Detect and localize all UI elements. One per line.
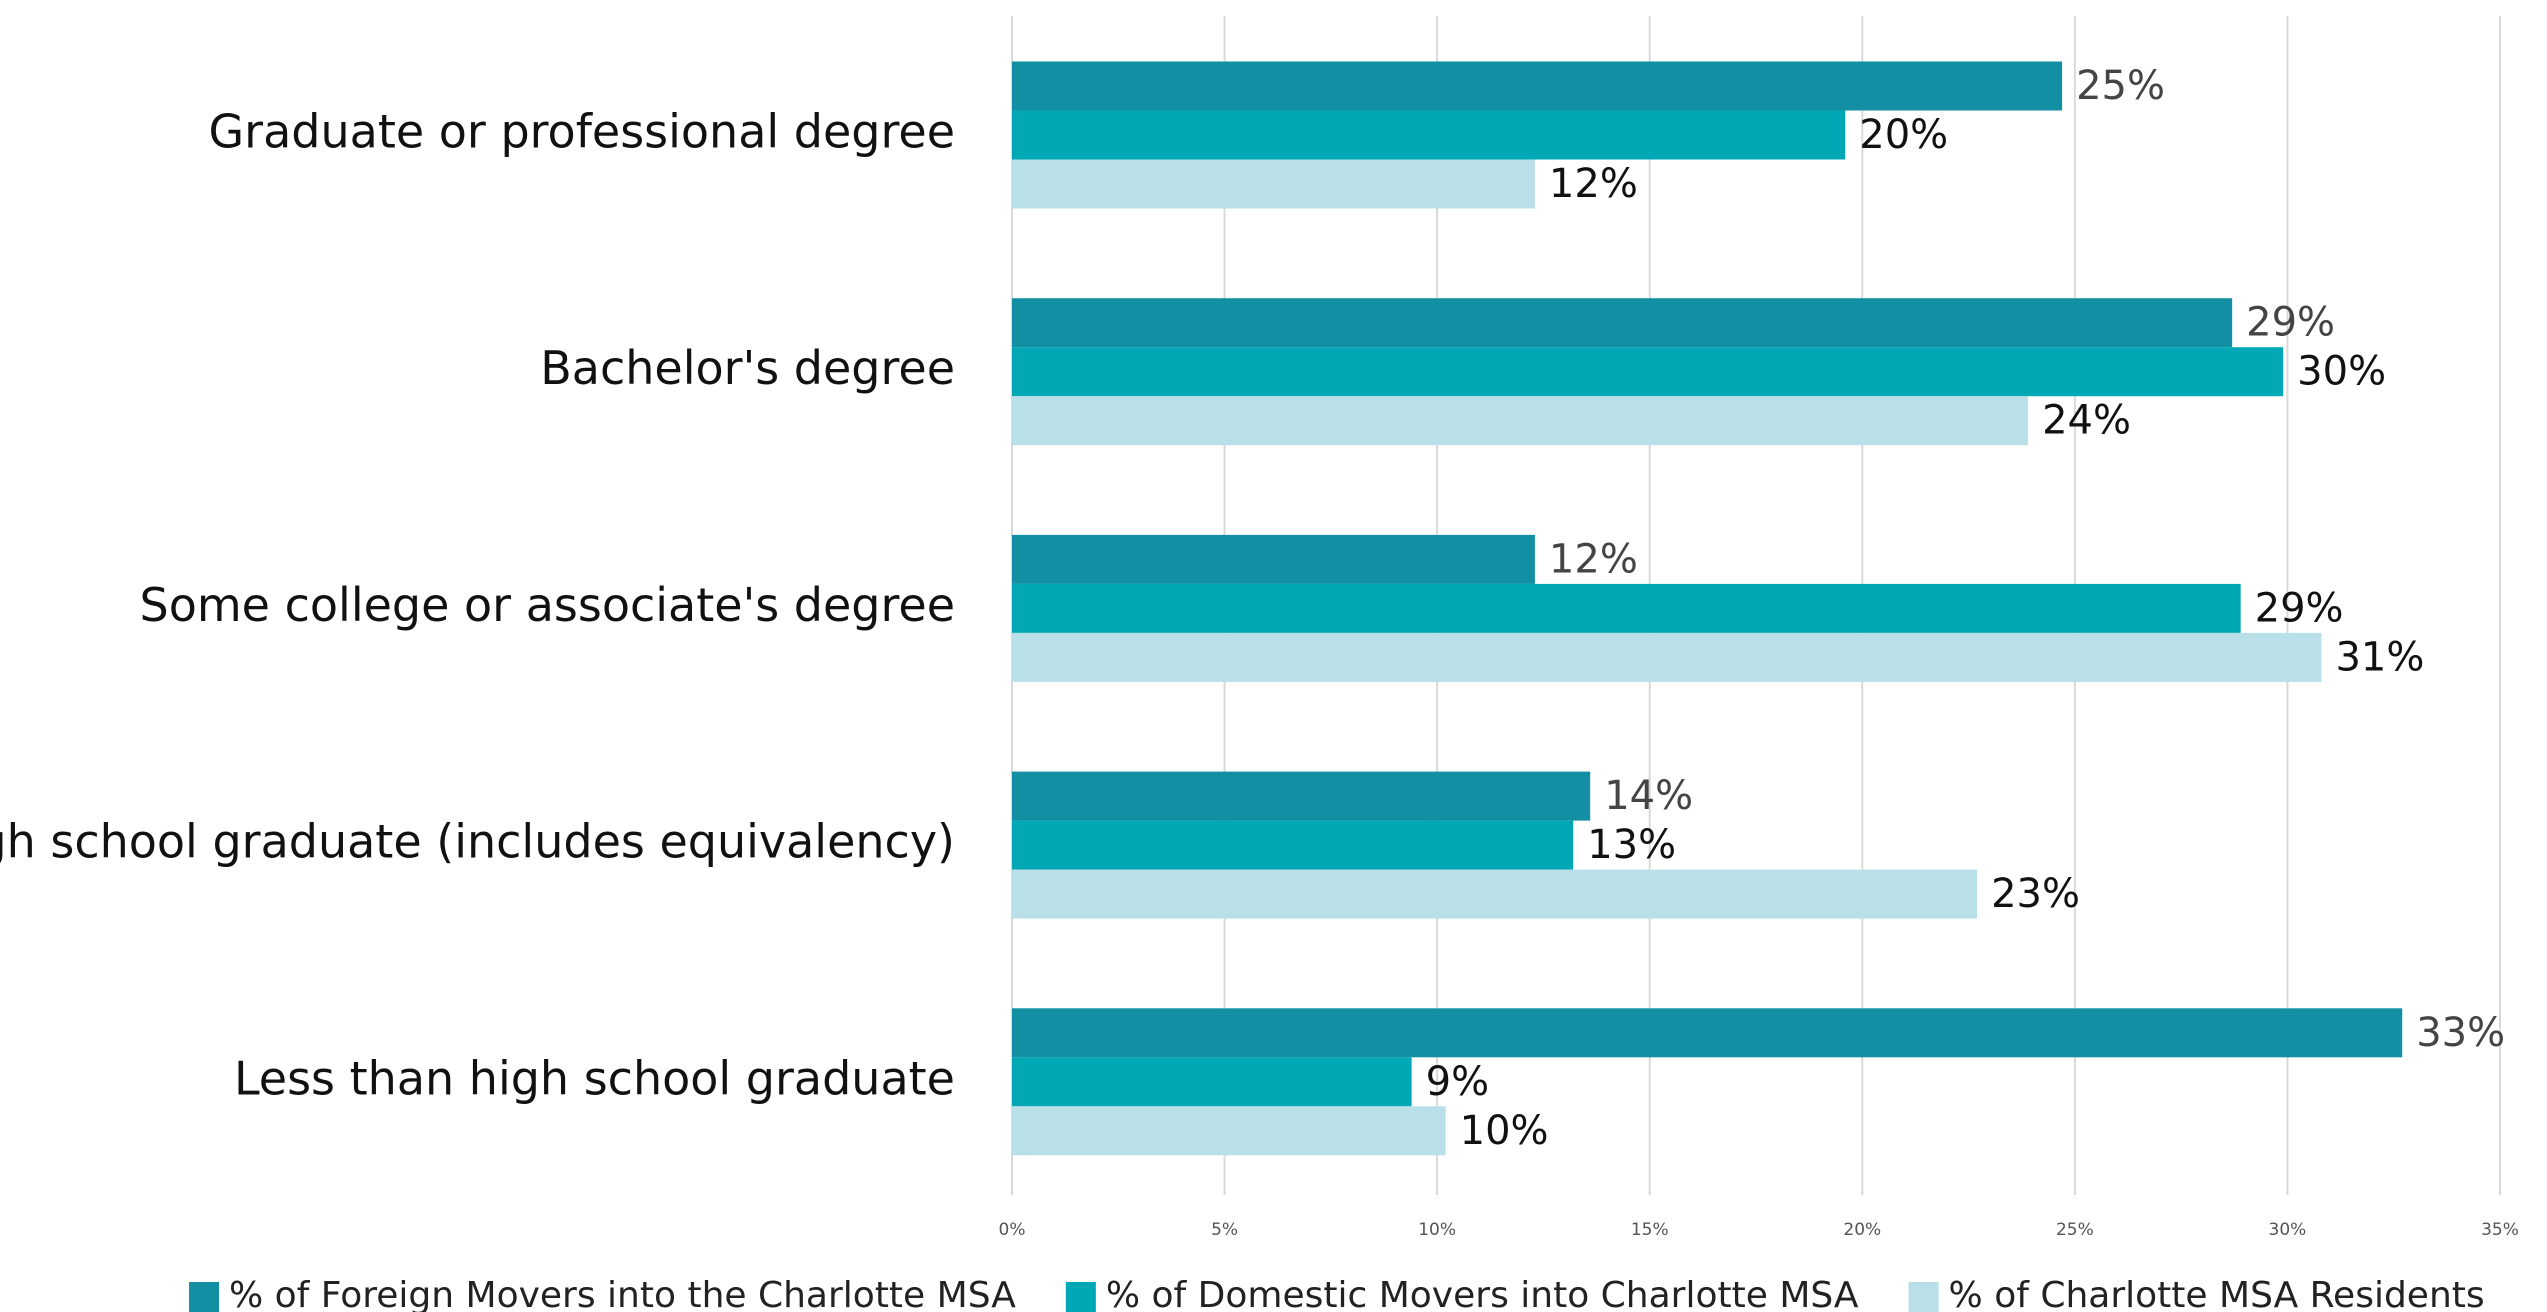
x-tick-label: 20% (1843, 1220, 1881, 1240)
category-label: Bachelor's degree (540, 341, 955, 395)
value-label: 20% (1859, 112, 1948, 158)
value-label: 29% (2246, 300, 2335, 346)
legend-swatch (189, 1282, 219, 1312)
value-label: 31% (2335, 634, 2424, 680)
value-label: 33% (2416, 1010, 2505, 1056)
x-tick-label: 0% (999, 1220, 1026, 1240)
x-tick-label: 35% (2481, 1220, 2519, 1240)
value-label: 25% (2076, 63, 2165, 109)
bar (1012, 159, 1535, 209)
category-label: Less than high school graduate (234, 1051, 955, 1105)
bar (1012, 1008, 2403, 1058)
bar (1012, 771, 1591, 821)
value-label: 12% (1549, 536, 1638, 582)
bar (1012, 396, 2029, 446)
category-label: Graduate or professional degree (209, 105, 955, 159)
bar (1012, 347, 2284, 397)
x-tick-label: 15% (1631, 1220, 1669, 1240)
bar (1012, 110, 1846, 160)
value-label: 12% (1549, 161, 1638, 207)
value-label: 30% (2297, 349, 2386, 395)
x-tick-label: 5% (1211, 1220, 1238, 1240)
bar (1012, 820, 1574, 870)
x-tick-label: 30% (2269, 1220, 2307, 1240)
bar (1012, 632, 2322, 682)
value-label: 14% (1604, 773, 1693, 819)
legend-swatch (1908, 1282, 1939, 1312)
category-label: Some college or associate's degree (140, 578, 955, 632)
x-tick-label: 25% (2056, 1220, 2094, 1240)
bar (1012, 583, 2241, 633)
x-tick-label: 10% (1418, 1220, 1456, 1240)
bar (1012, 534, 1535, 584)
value-label: 9% (1426, 1059, 1489, 1105)
value-label: 13% (1587, 822, 1676, 868)
legend-label: % of Domestic Movers into Charlotte MSA (1106, 1275, 1859, 1312)
value-label: 23% (1991, 871, 2080, 917)
bar (1012, 1057, 1412, 1107)
legend-label: % of Foreign Movers into the Charlotte M… (229, 1275, 1016, 1312)
legend-label: % of Charlotte MSA Residents (1949, 1275, 2485, 1312)
bar (1012, 298, 2233, 348)
bar (1012, 1106, 1446, 1156)
bar (1012, 61, 2063, 111)
legend-swatch (1065, 1282, 1096, 1312)
value-label: 10% (1460, 1108, 1549, 1154)
value-label: 24% (2042, 398, 2131, 444)
category-label: High school graduate (includes equivalen… (0, 815, 955, 869)
value-label: 29% (2255, 585, 2344, 631)
bar (1012, 869, 1978, 919)
